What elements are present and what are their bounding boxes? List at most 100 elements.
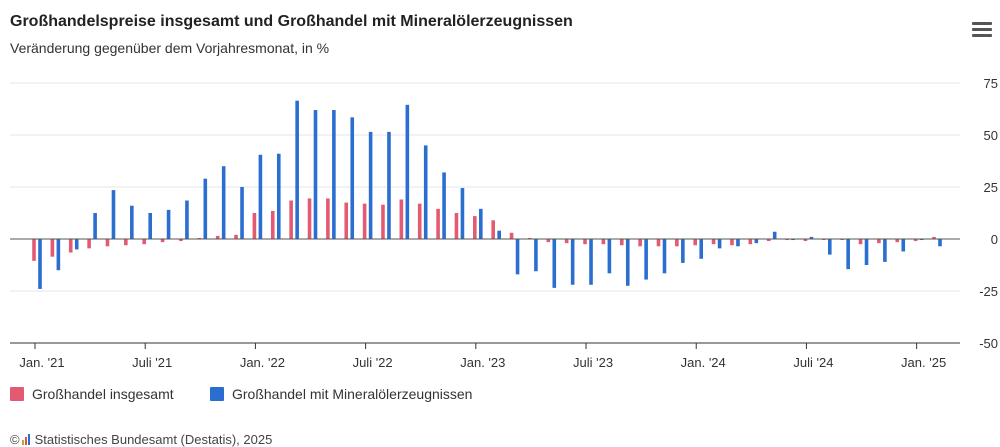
legend-item-series1[interactable]: Großhandel insgesamt <box>10 386 174 402</box>
bar-mineraloel-2022-02[interactable] <box>276 153 281 239</box>
bar-mineraloel-2021-09[interactable] <box>185 200 189 239</box>
bar-mineraloel-2021-12[interactable] <box>240 187 244 239</box>
bar-grosshandel-insgesamt-2023-03[interactable] <box>509 232 514 239</box>
bar-mineraloel-2022-03[interactable] <box>295 100 299 240</box>
bar-mineraloel-2025-01[interactable] <box>919 239 924 241</box>
bar-grosshandel-insgesamt-2022-08[interactable] <box>381 204 385 239</box>
bar-grosshandel-insgesamt-2022-11[interactable] <box>436 208 440 239</box>
bar-grosshandel-insgesamt-2021-10[interactable] <box>197 237 202 239</box>
source-text[interactable]: Statistisches Bundesamt (Destatis), 2025 <box>34 432 273 447</box>
legend-item-series2[interactable]: Großhandel mit Mineralölerzeugnissen <box>210 386 472 402</box>
bar-mineraloel-2021-05[interactable] <box>111 190 116 239</box>
bar-grosshandel-insgesamt-2023-11[interactable] <box>656 239 661 247</box>
bar-grosshandel-insgesamt-2021-08[interactable] <box>160 239 165 243</box>
bar-mineraloel-2021-11[interactable] <box>221 166 226 239</box>
bar-grosshandel-insgesamt-2024-01[interactable] <box>693 239 698 246</box>
bar-mineraloel-2022-06[interactable] <box>350 117 355 239</box>
bar-grosshandel-insgesamt-2022-05[interactable] <box>326 198 330 239</box>
bar-grosshandel-insgesamt-2021-06[interactable] <box>124 239 128 246</box>
bar-mineraloel-2024-07[interactable] <box>809 236 814 239</box>
bar-grosshandel-insgesamt-2023-09[interactable] <box>619 239 624 246</box>
bar-grosshandel-insgesamt-2021-03[interactable] <box>68 239 73 253</box>
bar-mineraloel-2024-06[interactable] <box>791 239 795 241</box>
bar-grosshandel-insgesamt-2022-09[interactable] <box>399 199 404 239</box>
bar-grosshandel-insgesamt-2022-10[interactable] <box>417 203 422 239</box>
bar-grosshandel-insgesamt-2025-01[interactable] <box>913 239 918 242</box>
bar-mineraloel-2021-01[interactable] <box>38 239 42 289</box>
bar-grosshandel-insgesamt-2021-01[interactable] <box>32 239 36 261</box>
bar-grosshandel-insgesamt-2021-11[interactable] <box>215 235 220 239</box>
bar-grosshandel-insgesamt-2022-02[interactable] <box>270 210 275 239</box>
bar-mineraloel-2023-03[interactable] <box>515 239 520 275</box>
bar-grosshandel-insgesamt-2023-12[interactable] <box>675 239 679 247</box>
bar-mineraloel-2022-05[interactable] <box>332 110 336 239</box>
bar-mineraloel-2023-06[interactable] <box>570 239 575 285</box>
bar-mineraloel-2021-06[interactable] <box>130 205 134 239</box>
bar-mineraloel-2024-02[interactable] <box>717 239 722 249</box>
bar-mineraloel-2022-11[interactable] <box>442 172 446 239</box>
bar-mineraloel-2021-08[interactable] <box>166 209 171 239</box>
bar-grosshandel-insgesamt-2024-09[interactable] <box>840 239 844 241</box>
bar-grosshandel-insgesamt-2023-10[interactable] <box>638 239 642 247</box>
bar-mineraloel-2022-04[interactable] <box>313 110 318 239</box>
bar-grosshandel-insgesamt-2024-06[interactable] <box>785 239 789 241</box>
bar-grosshandel-insgesamt-2022-07[interactable] <box>362 203 367 239</box>
bar-grosshandel-insgesamt-2024-07[interactable] <box>803 239 808 242</box>
bar-grosshandel-insgesamt-2022-06[interactable] <box>344 202 349 239</box>
bar-mineraloel-2022-07[interactable] <box>368 131 373 239</box>
bar-grosshandel-insgesamt-2022-12[interactable] <box>454 213 459 239</box>
bar-mineraloel-2023-01[interactable] <box>479 208 483 239</box>
bar-grosshandel-insgesamt-2022-04[interactable] <box>307 198 312 239</box>
bar-mineraloel-2024-10[interactable] <box>864 239 869 265</box>
bar-mineraloel-2024-05[interactable] <box>772 231 777 239</box>
bar-grosshandel-insgesamt-2023-06[interactable] <box>564 239 569 244</box>
bar-grosshandel-insgesamt-2021-07[interactable] <box>142 239 147 245</box>
bar-grosshandel-insgesamt-2021-09[interactable] <box>179 239 183 242</box>
bar-grosshandel-insgesamt-2024-08[interactable] <box>821 239 826 241</box>
bar-mineraloel-2023-09[interactable] <box>625 239 630 286</box>
bar-grosshandel-insgesamt-2021-05[interactable] <box>105 239 110 247</box>
bar-grosshandel-insgesamt-2023-08[interactable] <box>601 239 606 245</box>
bar-grosshandel-insgesamt-2023-07[interactable] <box>583 239 587 245</box>
bar-mineraloel-2023-02[interactable] <box>497 230 501 239</box>
bar-mineraloel-2024-08[interactable] <box>827 239 832 255</box>
bar-mineraloel-2023-12[interactable] <box>681 239 685 263</box>
bar-grosshandel-insgesamt-2023-01[interactable] <box>473 216 477 239</box>
bar-mineraloel-2023-08[interactable] <box>607 239 612 274</box>
bar-mineraloel-2022-09[interactable] <box>405 104 410 239</box>
bar-mineraloel-2025-02[interactable] <box>938 239 942 247</box>
hamburger-menu-icon[interactable] <box>972 22 992 38</box>
bar-mineraloel-2023-05[interactable] <box>552 239 557 288</box>
bar-grosshandel-insgesamt-2024-04[interactable] <box>748 239 753 245</box>
bar-mineraloel-2024-11[interactable] <box>883 239 887 262</box>
bar-grosshandel-insgesamt-2024-12[interactable] <box>895 239 900 243</box>
bar-mineraloel-2024-09[interactable] <box>846 239 850 270</box>
bar-mineraloel-2023-11[interactable] <box>662 239 667 274</box>
bar-mineraloel-2021-03[interactable] <box>74 239 79 250</box>
bar-mineraloel-2021-04[interactable] <box>93 213 97 239</box>
bar-mineraloel-2022-12[interactable] <box>460 188 465 239</box>
bar-grosshandel-insgesamt-2024-05[interactable] <box>766 239 771 242</box>
bar-grosshandel-insgesamt-2021-04[interactable] <box>87 239 91 249</box>
bar-grosshandel-insgesamt-2022-01[interactable] <box>252 213 257 239</box>
bar-grosshandel-insgesamt-2021-12[interactable] <box>234 234 238 239</box>
bar-mineraloel-2022-01[interactable] <box>258 154 263 239</box>
bar-mineraloel-2021-07[interactable] <box>148 213 153 239</box>
bar-mineraloel-2024-03[interactable] <box>736 239 740 247</box>
bar-mineraloel-2024-04[interactable] <box>754 239 759 244</box>
bar-mineraloel-2022-10[interactable] <box>423 145 428 239</box>
bar-grosshandel-insgesamt-2024-11[interactable] <box>877 239 881 244</box>
bar-grosshandel-insgesamt-2023-05[interactable] <box>546 239 551 243</box>
bar-grosshandel-insgesamt-2025-02[interactable] <box>932 236 936 239</box>
bar-mineraloel-2023-07[interactable] <box>589 239 593 285</box>
bar-mineraloel-2022-08[interactable] <box>387 131 391 239</box>
bar-grosshandel-insgesamt-2024-10[interactable] <box>858 239 863 245</box>
bar-mineraloel-2023-10[interactable] <box>644 239 648 280</box>
bar-grosshandel-insgesamt-2023-02[interactable] <box>491 220 495 239</box>
bar-mineraloel-2021-10[interactable] <box>203 178 208 239</box>
bar-mineraloel-2024-12[interactable] <box>901 239 906 252</box>
bar-grosshandel-insgesamt-2021-02[interactable] <box>50 239 55 257</box>
bar-grosshandel-insgesamt-2024-02[interactable] <box>711 239 716 245</box>
bar-mineraloel-2021-02[interactable] <box>56 239 61 271</box>
bar-grosshandel-insgesamt-2023-04[interactable] <box>528 237 532 239</box>
